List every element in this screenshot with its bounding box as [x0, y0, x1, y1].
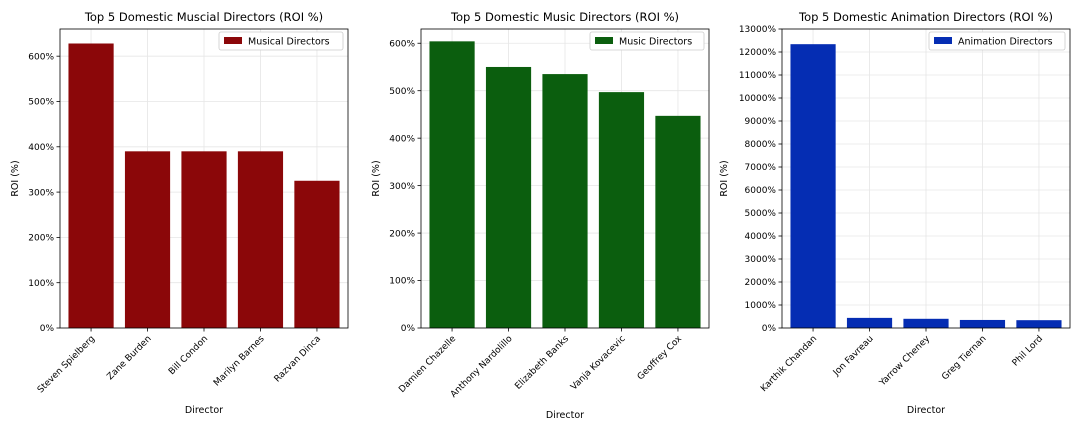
- y-tick-label: 1000%: [745, 301, 777, 311]
- x-tick-label: Yarrow Cheney: [877, 334, 932, 389]
- y-tick-label: 3000%: [745, 255, 777, 265]
- x-tick-label: Geoffrey Cox: [636, 334, 685, 383]
- bar: [181, 151, 227, 328]
- legend-box: [589, 31, 705, 51]
- y-tick-label: 9000%: [745, 117, 777, 127]
- chart-title: Top 5 Domestic Animation Directors (ROI …: [798, 10, 1053, 24]
- bar: [237, 151, 284, 328]
- y-tick-label: 500%: [389, 87, 415, 97]
- bar: [1016, 320, 1062, 328]
- legend-swatch: [595, 37, 613, 44]
- y-tick-label: 600%: [28, 52, 54, 62]
- x-tick-label: Razvan Dinca: [273, 334, 323, 384]
- y-tick-label: 7000%: [745, 163, 777, 173]
- legend-box: [928, 31, 1066, 51]
- chart-title: Top 5 Domestic Music Directors (ROI %): [450, 10, 679, 24]
- bar: [790, 44, 836, 329]
- chart-panel-2: 0% 100% 200% 300% 400% 500% 600% Damien Chazell…: [371, 10, 710, 421]
- x-tick-label: Steven Spielberg: [36, 334, 97, 395]
- x-tick-label: Greg Tiernan: [940, 334, 988, 382]
- y-axis-label: ROI (%): [371, 160, 382, 196]
- y-tick-label: 0%: [762, 324, 777, 334]
- x-tick-label: Vanja Kovacevic: [569, 334, 627, 392]
- x-tick-label: Karthik Chandan: [759, 334, 819, 394]
- y-tick-label: 0%: [40, 324, 55, 334]
- y-tick-label: 400%: [389, 134, 415, 144]
- y-tick-label: 6000%: [745, 186, 777, 196]
- x-tick-label: Jon Favreau: [831, 334, 876, 379]
- legend-label: Music Directors: [619, 37, 692, 48]
- y-tick-label: 11000%: [739, 71, 777, 81]
- bar: [429, 41, 475, 328]
- bar: [542, 74, 588, 328]
- bar: [294, 180, 340, 328]
- chart-panel-1: 0% 100% 200% 300% 400% 500% 600% Steven Spielbe…: [10, 10, 349, 416]
- x-axis-label: Director: [907, 405, 945, 416]
- y-tick-label: 300%: [28, 188, 54, 198]
- legend-swatch: [934, 37, 952, 44]
- y-tick-label: 400%: [28, 143, 54, 153]
- y-tick-label: 0%: [401, 324, 416, 334]
- y-tick-label: 200%: [389, 229, 415, 239]
- legend: Music Directors: [589, 31, 705, 51]
- legend-box: [218, 31, 344, 51]
- legend-label: Musical Directors: [248, 37, 330, 48]
- y-axis-label: ROI (%): [719, 160, 730, 196]
- y-tick-label: 5000%: [745, 209, 777, 219]
- x-axis-label: Director: [546, 410, 584, 421]
- x-tick-label: Anthony Nardolillo: [449, 334, 515, 400]
- bar: [124, 151, 171, 328]
- legend-swatch: [224, 37, 242, 44]
- bar: [903, 318, 949, 328]
- bar: [68, 43, 114, 328]
- y-tick-label: 100%: [28, 279, 54, 289]
- y-tick-label: 200%: [28, 234, 54, 244]
- x-tick-label: Phil Lord: [1011, 334, 1045, 368]
- bar: [655, 115, 701, 328]
- x-axis-label: Director: [185, 405, 223, 416]
- y-tick-label: 100%: [389, 277, 415, 287]
- bar: [485, 66, 532, 328]
- x-tick-label: Marilyn Barnes: [212, 334, 267, 389]
- bar: [959, 319, 1006, 328]
- y-tick-label: 13000%: [739, 25, 777, 35]
- legend-label: Animation Directors: [958, 37, 1053, 48]
- y-tick-label: 300%: [389, 182, 415, 192]
- x-tick-label: Elizabeth Banks: [513, 334, 571, 392]
- bar: [598, 92, 645, 328]
- x-tick-label: Bill Condon: [167, 334, 210, 377]
- y-tick-label: 600%: [389, 39, 415, 49]
- y-tick-label: 8000%: [745, 140, 777, 150]
- bar: [846, 317, 893, 328]
- y-tick-label: 10000%: [739, 94, 777, 104]
- y-tick-label: 500%: [28, 98, 54, 108]
- y-tick-label: 2000%: [745, 278, 777, 288]
- y-axis-label: ROI (%): [10, 160, 21, 196]
- legend: Musical Directors: [218, 31, 344, 51]
- chart-title: Top 5 Domestic Muscial Directors (ROI %): [84, 10, 323, 24]
- x-tick-label: Zane Burden: [105, 334, 153, 382]
- legend: Animation Directors: [928, 31, 1066, 51]
- y-tick-label: 12000%: [739, 48, 777, 58]
- x-tick-label: Damien Chazelle: [397, 334, 458, 395]
- chart-panel-3: 0% 1000% 2000% 3000% 4000% 5000% 6000% 7000% 800…: [719, 10, 1071, 416]
- y-tick-label: 4000%: [745, 232, 777, 242]
